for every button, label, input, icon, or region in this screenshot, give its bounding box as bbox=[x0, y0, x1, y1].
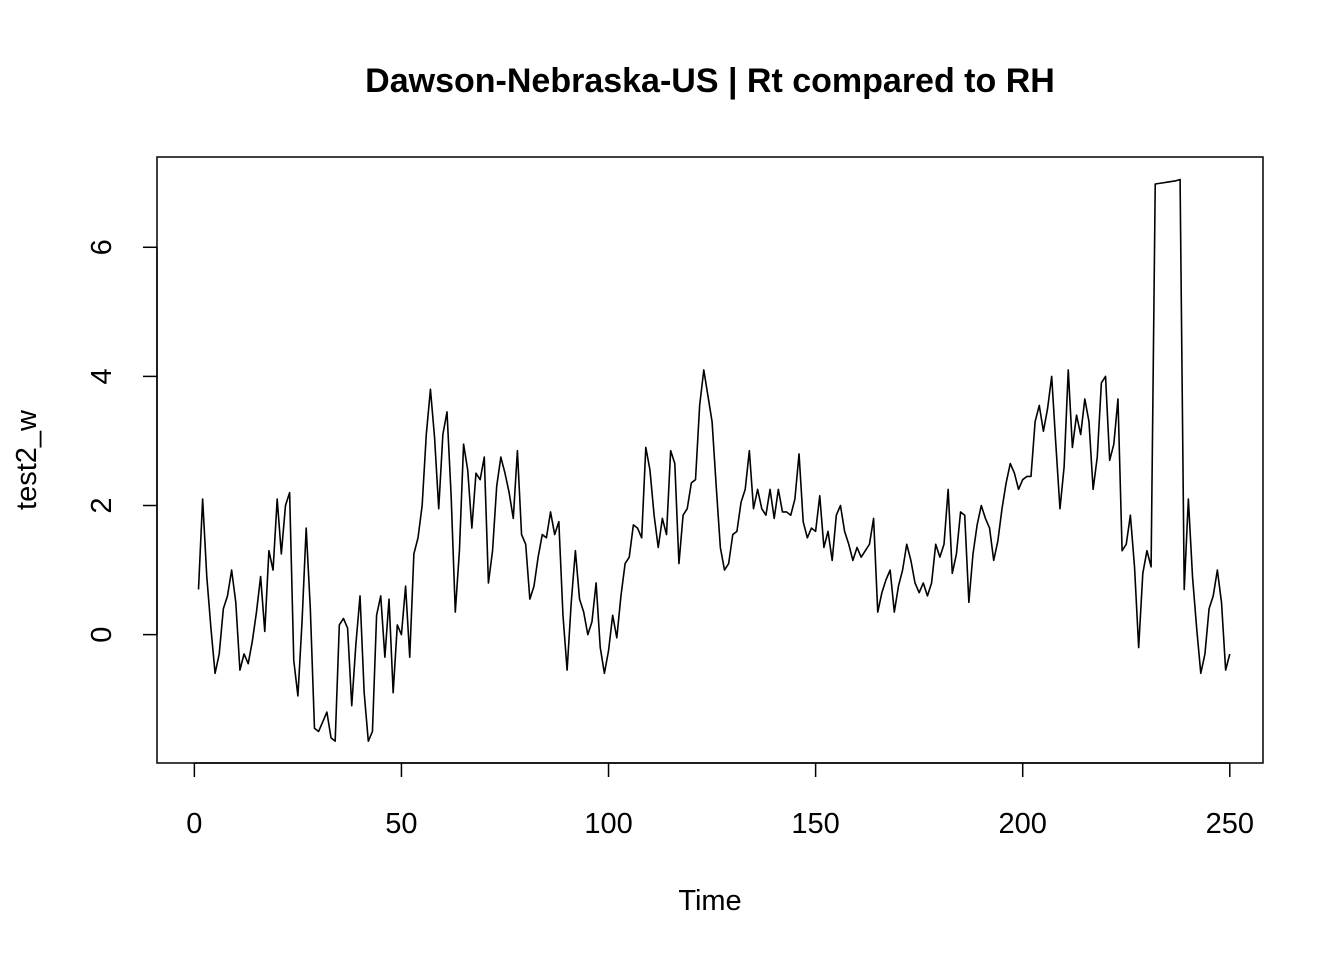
y-tick-label: 4 bbox=[86, 368, 118, 384]
x-axis: 0 50 100 150 200 250 bbox=[186, 762, 1254, 840]
x-tick-label: 150 bbox=[791, 808, 839, 840]
x-tick-label: 250 bbox=[1206, 808, 1254, 840]
x-tick-label: 0 bbox=[186, 808, 202, 840]
x-tick-label: 200 bbox=[999, 808, 1047, 840]
x-tick-label: 50 bbox=[385, 808, 417, 840]
chart-title: Dawson-Nebraska-US | Rt compared to RH bbox=[365, 62, 1055, 100]
y-axis: 0 2 4 6 bbox=[86, 239, 158, 643]
series-line bbox=[197, 178, 1231, 742]
y-tick-label: 2 bbox=[86, 497, 118, 513]
y-tick-label: 0 bbox=[86, 627, 118, 643]
x-axis-label: Time bbox=[678, 885, 741, 917]
series-layer bbox=[197, 178, 1231, 742]
x-tick-label: 100 bbox=[584, 808, 632, 840]
y-axis-label: test2_w bbox=[11, 409, 43, 510]
y-tick-label: 6 bbox=[86, 239, 118, 255]
